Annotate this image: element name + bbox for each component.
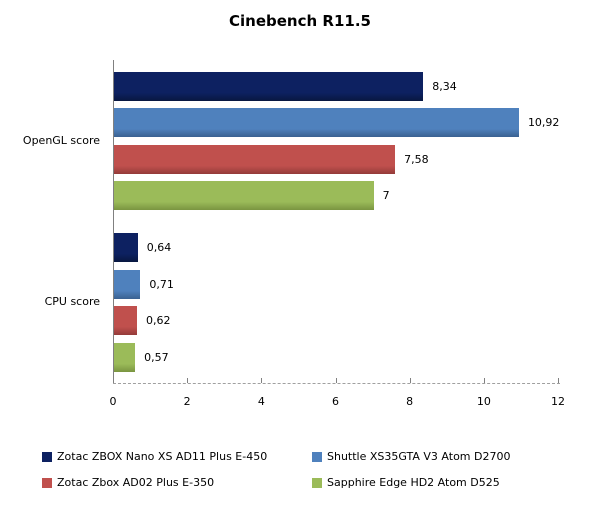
x-axis-tick <box>409 378 411 383</box>
x-tick-label: 2 <box>183 395 191 408</box>
legend-swatch-icon <box>312 477 322 488</box>
legend-label: Zotac Zbox AD02 Plus E-350 <box>57 476 215 489</box>
x-tick-label: 4 <box>257 395 265 408</box>
x-axis-tick <box>335 378 337 383</box>
bar-value-label: 7 <box>382 189 390 202</box>
x-axis-tick <box>261 378 263 383</box>
bar-value-label: 0,64 <box>146 241 172 254</box>
bar-cpu-score-s1 <box>114 269 141 299</box>
x-tick-label: 8 <box>406 395 414 408</box>
x-tick-label: 6 <box>332 395 339 408</box>
legend-item: Zotac ZBOX Nano XS AD11 Plus E-450 <box>42 450 267 463</box>
bar-value-label: 0,57 <box>144 350 169 364</box>
category-label: OpenGL score <box>22 133 100 147</box>
legend-swatch-icon <box>42 477 52 488</box>
bar-opengl-score-s3 <box>114 181 374 210</box>
x-axis-line <box>113 383 560 384</box>
bar-opengl-score-s1 <box>114 108 519 137</box>
legend-label: Sapphire Edge HD2 Atom D525 <box>327 476 500 489</box>
legend-item: Sapphire Edge HD2 Atom D525 <box>312 476 500 489</box>
x-tick-label: 10 <box>476 395 491 408</box>
legend-swatch-icon <box>42 451 52 462</box>
bar-opengl-score-s0 <box>114 71 424 101</box>
bar-value-label: 0,62 <box>145 314 171 327</box>
bar-opengl-score-s2 <box>114 144 396 174</box>
legend-item: Shuttle XS35GTA V3 Atom D2700 <box>312 450 510 463</box>
x-axis-tick <box>483 378 485 383</box>
chart-title: Cinebench R11.5 <box>229 12 371 30</box>
legend-label: Shuttle XS35GTA V3 Atom D2700 <box>327 450 511 463</box>
legend-label: Zotac ZBOX Nano XS AD11 Plus E-450 <box>57 450 268 463</box>
bar-cpu-score-s0 <box>114 233 138 262</box>
bar-value-label: 7,58 <box>404 152 429 166</box>
bar-cpu-score-s2 <box>114 306 137 335</box>
bar-value-label: 8,34 <box>432 79 457 93</box>
x-axis-tick <box>558 378 559 383</box>
legend-item: Zotac Zbox AD02 Plus E-350 <box>42 476 214 489</box>
bar-value-label: 10,92 <box>527 116 560 129</box>
x-tick-label: 0 <box>109 395 117 408</box>
x-tick-label: 12 <box>551 395 565 408</box>
x-axis-tick <box>113 378 114 383</box>
bar-value-label: 0,71 <box>149 277 174 291</box>
legend-swatch-icon <box>312 451 322 462</box>
category-label: CPU score <box>44 295 100 309</box>
bar-cpu-score-s3 <box>114 342 136 372</box>
y-axis-line <box>113 60 114 383</box>
x-axis-tick <box>187 378 189 383</box>
